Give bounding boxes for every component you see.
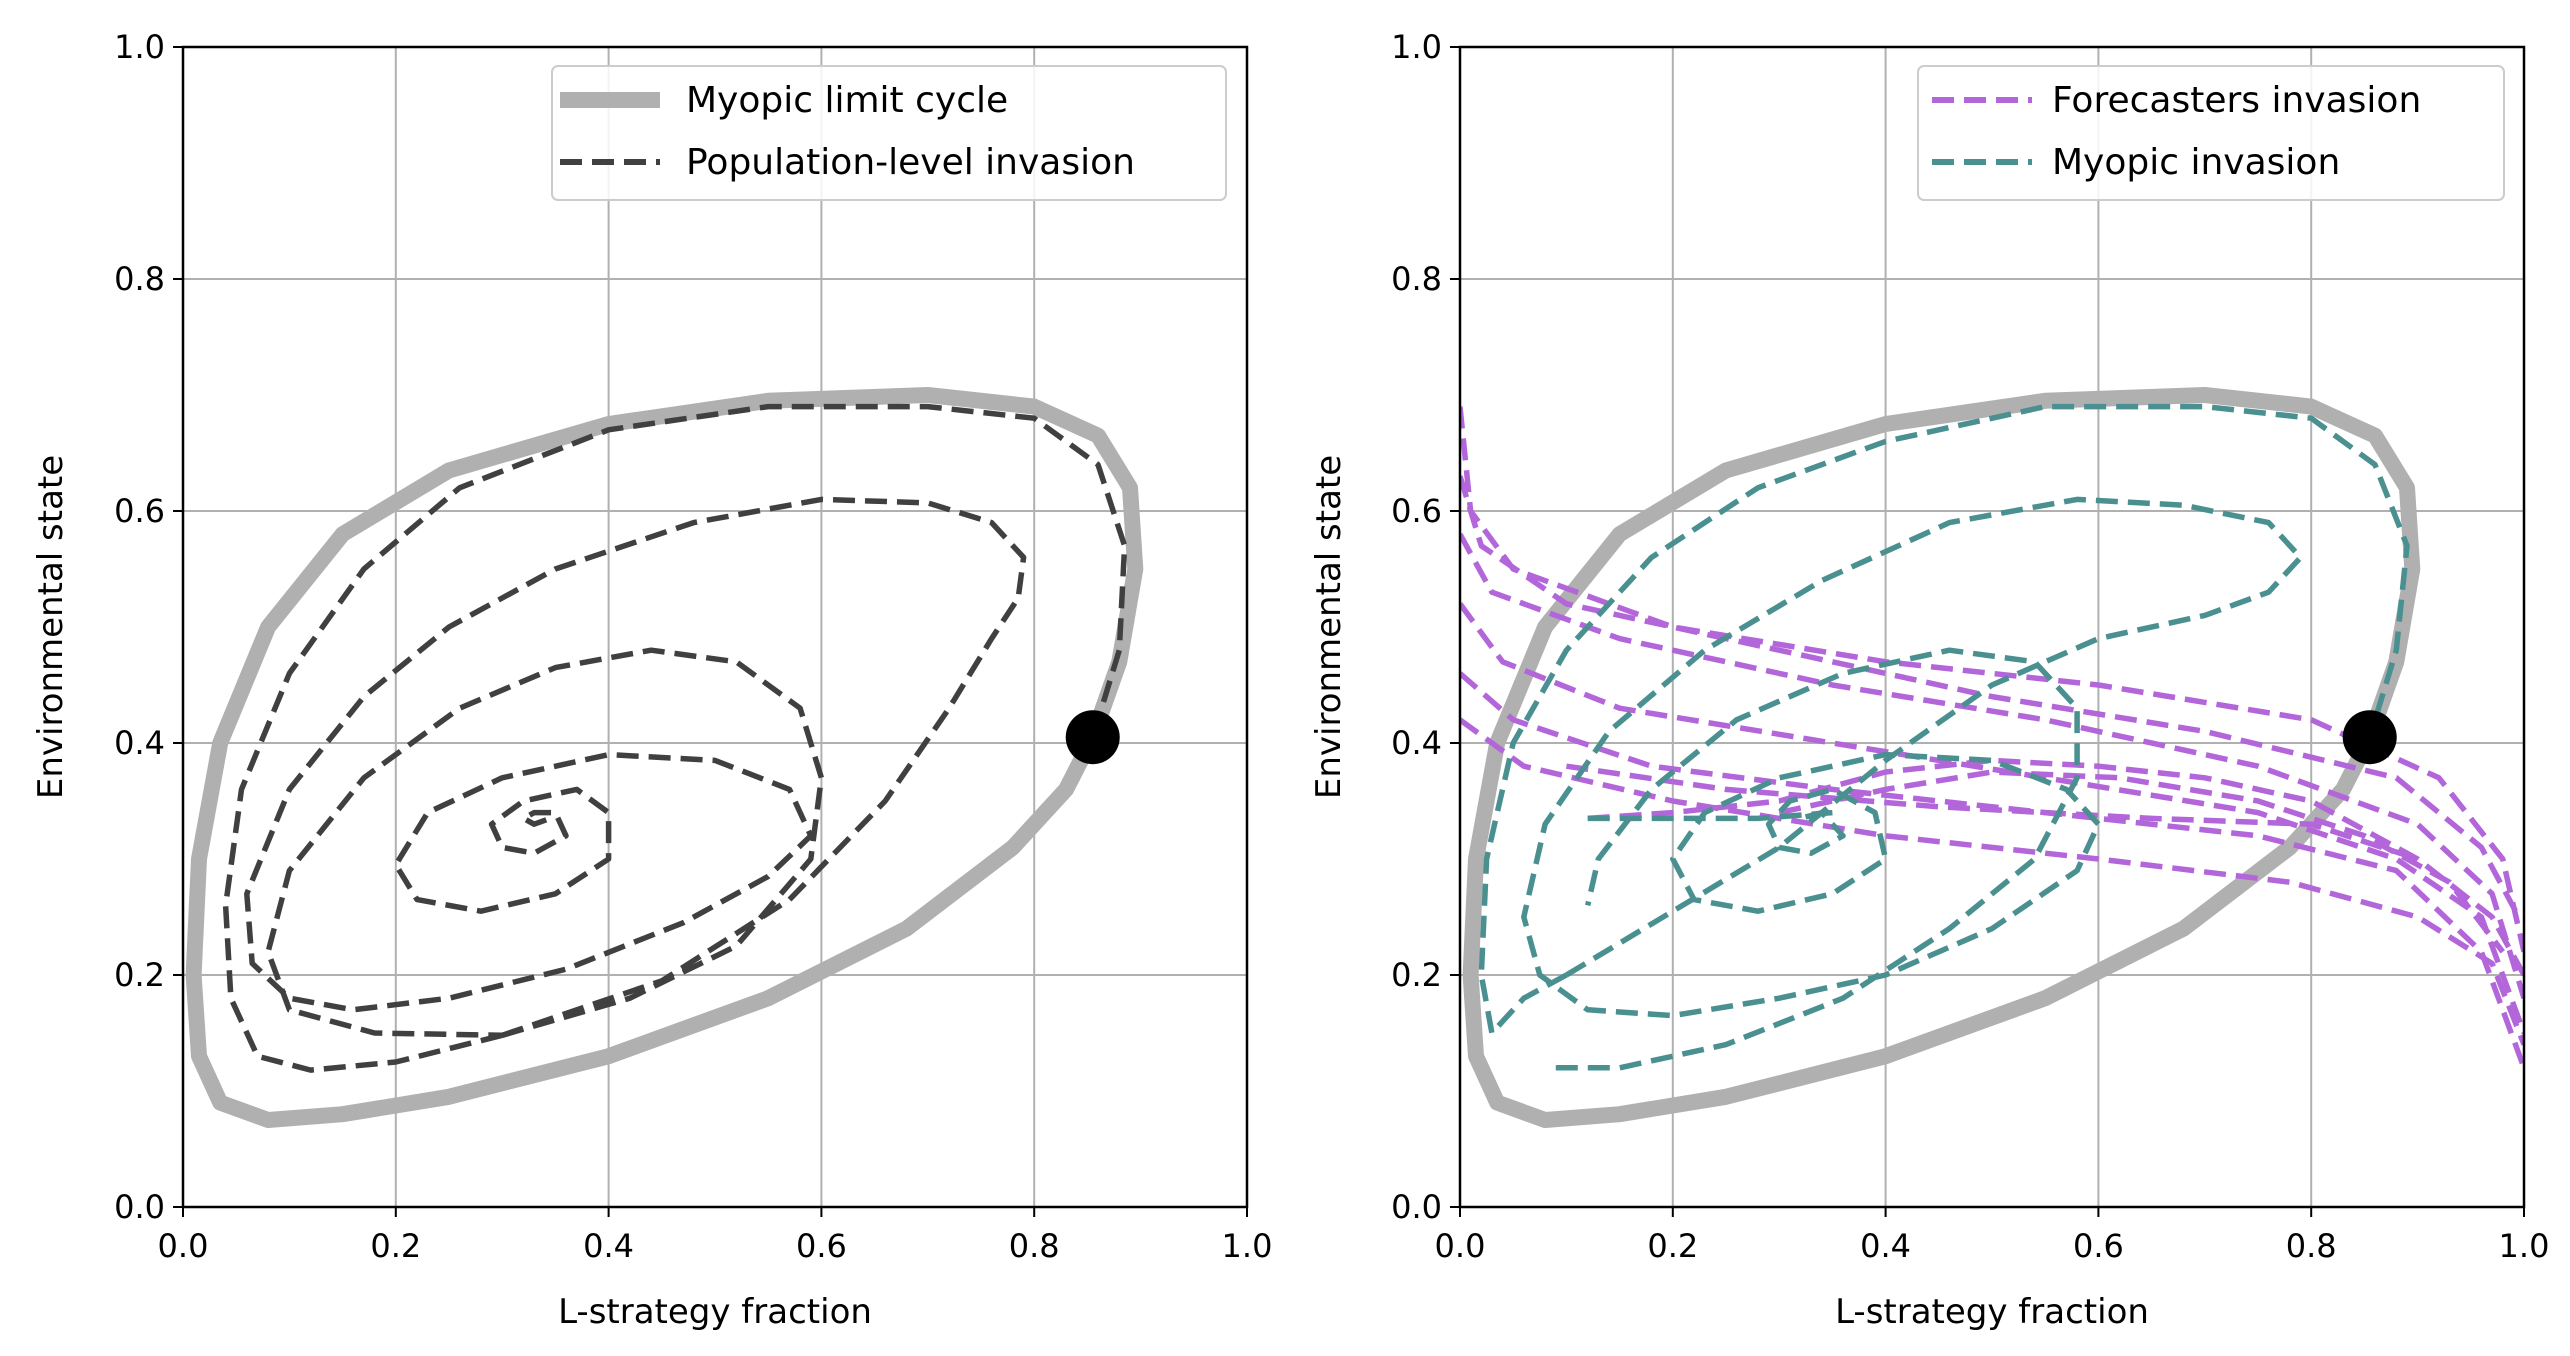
- invasion-trajectory-line: [1587, 809, 1833, 822]
- invasion-trajectory-line: [1460, 602, 2524, 1034]
- right-x-axis-title: L-strategy fraction: [1835, 1292, 2149, 1332]
- left-ticks: 0.0 0.2 0.4 0.6 0.8 1.0 0.0 0.2 0.4 0.6 0.8 1.0: [114, 28, 1272, 1265]
- invasion-trajectory-line: [1566, 763, 2419, 862]
- invasion-trajectory-line: [1778, 769, 2505, 954]
- right-ticks: 0.0 0.2 0.4 0.6 0.8 1.0 0.0 0.2 0.4 0.6 0.8 1.0: [1391, 28, 2549, 1265]
- right-plot-lines: [1460, 387, 2524, 1128]
- left-legend-box: [551, 65, 1227, 201]
- y-tick-label: 0.0: [114, 1188, 165, 1226]
- limit-cycle-line: [1462, 387, 2421, 1128]
- right-legend-box: [1917, 65, 2505, 201]
- invasion-trajectory-line: [1460, 532, 2524, 1000]
- y-tick-label: 0.0: [1391, 1188, 1442, 1226]
- left-plot-lines: [185, 387, 1144, 1128]
- invasion-trajectory-line: [1460, 475, 2522, 919]
- x-tick-label: 1.0: [1222, 1227, 1273, 1265]
- x-tick-label: 0.8: [2286, 1227, 2337, 1265]
- right-grid: [1459, 46, 2525, 1208]
- y-tick-label: 1.0: [1391, 28, 1442, 66]
- y-tick-label: 0.6: [1391, 492, 1442, 530]
- invasion-trajectory-line: [1460, 406, 2524, 953]
- x-tick-label: 0.2: [1647, 1227, 1698, 1265]
- invasion-trajectory-line: [222, 403, 1128, 1073]
- right-y-axis-title: Environmental state: [1309, 455, 1349, 799]
- left-x-axis-title: L-strategy fraction: [558, 1292, 872, 1332]
- left-legend: Myopic limit cycle Population-level inva…: [551, 65, 1227, 201]
- x-tick-label: 0.0: [1435, 1227, 1486, 1265]
- limit-cycle-line: [185, 387, 1144, 1128]
- legend-label-myopic-limit-cycle: Myopic limit cycle: [686, 80, 1008, 121]
- y-tick-label: 0.2: [114, 956, 165, 994]
- y-tick-label: 0.6: [114, 492, 165, 530]
- invasion-trajectory-line: [1587, 757, 2524, 977]
- invasion-trajectory-line: [1460, 717, 2524, 1046]
- invasion-trajectory-line: [265, 647, 825, 1039]
- left-chart-panel: 0.0 0.2 0.4 0.6 0.8 1.0 0.0 0.2 0.4 0.6 0.8 1.0 L-s…: [31, 28, 1272, 1332]
- y-tick-label: 0.4: [1391, 724, 1442, 762]
- x-tick-label: 0.6: [796, 1227, 847, 1265]
- x-tick-label: 0.8: [1009, 1227, 1060, 1265]
- y-tick-label: 0.2: [1391, 956, 1442, 994]
- x-tick-label: 0.4: [1860, 1227, 1911, 1265]
- x-tick-label: 0.0: [158, 1227, 209, 1265]
- y-tick-label: 0.8: [114, 260, 165, 298]
- right-legend: Forecasters invasion Myopic invasion: [1917, 65, 2505, 201]
- y-tick-label: 1.0: [114, 28, 165, 66]
- y-tick-label: 0.4: [114, 724, 165, 762]
- y-tick-label: 0.8: [1391, 260, 1442, 298]
- left-axes-frame: [181, 45, 1249, 1209]
- x-tick-label: 0.4: [583, 1227, 634, 1265]
- left-grid: [182, 46, 1248, 1208]
- equilibrium-marker: [2342, 710, 2397, 765]
- invasion-trajectory-line: [244, 496, 1027, 1038]
- legend-label-forecasters-invasion: Forecasters invasion: [2052, 80, 2421, 121]
- legend-label-population-invasion: Population-level invasion: [686, 142, 1135, 183]
- equilibrium-marker: [1065, 710, 1120, 765]
- right-axes-frame: [1458, 45, 2526, 1209]
- x-tick-label: 0.6: [2073, 1227, 2124, 1265]
- invasion-trajectory-line: [1478, 403, 2410, 1036]
- invasion-trajectory-line: [1521, 496, 2304, 1019]
- legend-label-myopic-invasion: Myopic invasion: [2052, 142, 2340, 183]
- right-chart-panel: 0.0 0.2 0.4 0.6 0.8 1.0 0.0 0.2 0.4 0.6 0.8 1.0 L-s…: [1309, 28, 2549, 1332]
- x-tick-label: 1.0: [2499, 1227, 2550, 1265]
- left-y-axis-title: Environmental state: [31, 455, 71, 799]
- x-tick-label: 0.2: [370, 1227, 421, 1265]
